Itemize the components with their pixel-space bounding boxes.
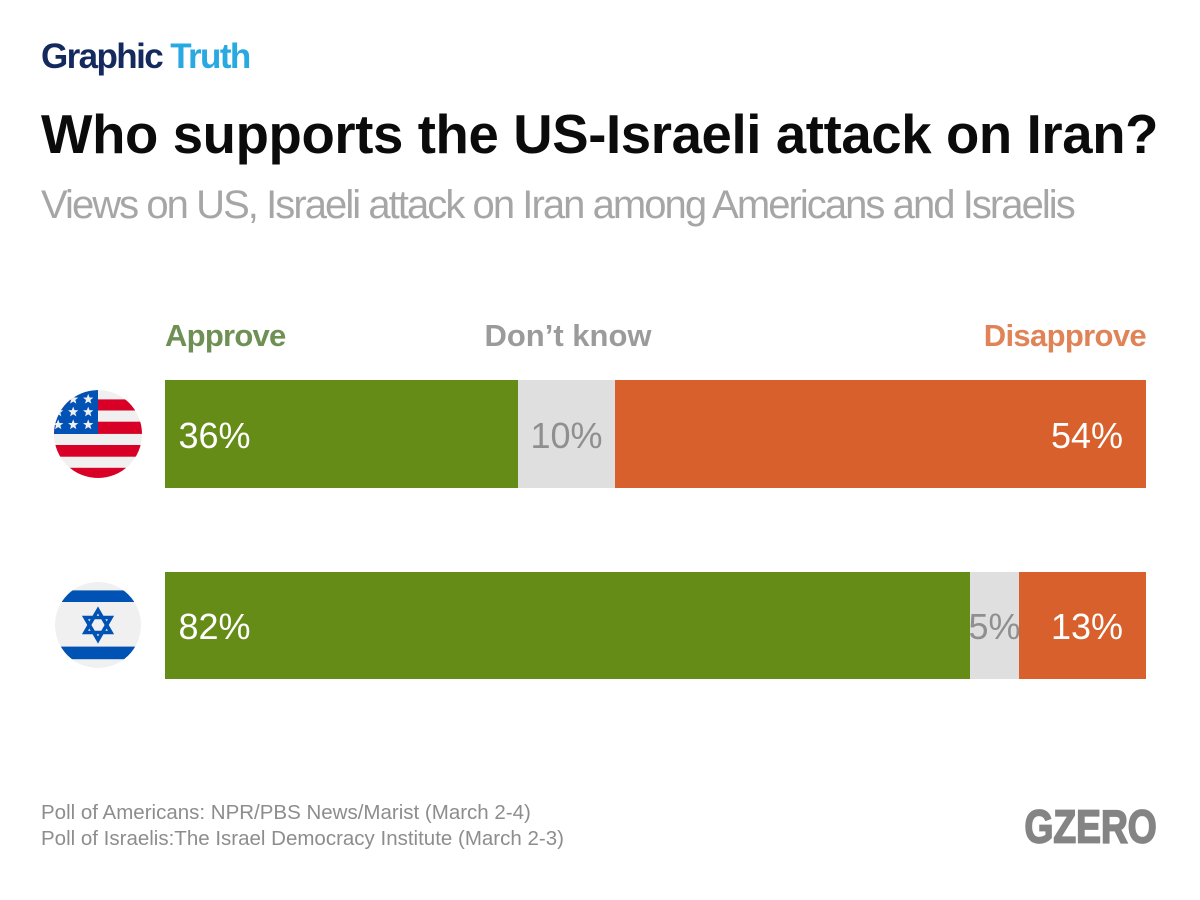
svg-text:GZERO: GZERO: [1025, 801, 1157, 850]
